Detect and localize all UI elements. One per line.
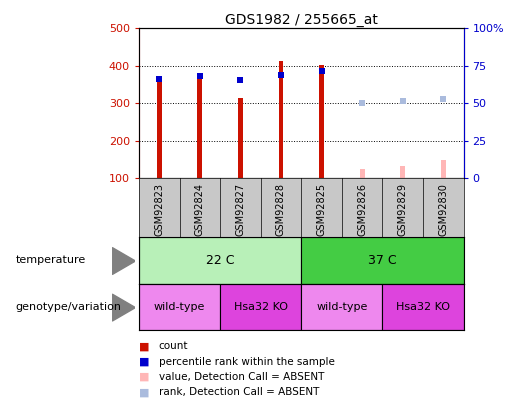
- Text: GSM92824: GSM92824: [195, 183, 205, 236]
- Text: wild-type: wild-type: [154, 302, 205, 312]
- Text: 22 C: 22 C: [206, 254, 234, 267]
- Bar: [382, 284, 464, 330]
- Text: GSM92828: GSM92828: [276, 183, 286, 236]
- Text: GSM92825: GSM92825: [317, 183, 327, 236]
- Bar: [400, 166, 405, 178]
- Bar: [139, 237, 301, 284]
- Text: GSM92827: GSM92827: [235, 183, 246, 236]
- Text: ■: ■: [139, 388, 149, 397]
- Text: 37 C: 37 C: [368, 254, 397, 267]
- Polygon shape: [112, 294, 135, 321]
- Text: GSM92829: GSM92829: [398, 183, 408, 236]
- Bar: [359, 169, 365, 178]
- Bar: [279, 61, 283, 178]
- Text: Hsa32 KO: Hsa32 KO: [234, 302, 288, 312]
- Text: ■: ■: [139, 341, 149, 351]
- Bar: [301, 284, 382, 330]
- Bar: [157, 82, 162, 178]
- Bar: [319, 65, 324, 178]
- Text: ■: ■: [139, 357, 149, 367]
- Bar: [301, 237, 464, 284]
- Text: count: count: [159, 341, 188, 351]
- Bar: [220, 284, 301, 330]
- Bar: [139, 284, 220, 330]
- Text: GSM92823: GSM92823: [154, 183, 164, 236]
- Text: GSM92826: GSM92826: [357, 183, 367, 236]
- Bar: [441, 160, 445, 178]
- Text: temperature: temperature: [15, 256, 85, 265]
- Text: value, Detection Call = ABSENT: value, Detection Call = ABSENT: [159, 372, 324, 382]
- Bar: [238, 98, 243, 178]
- Text: wild-type: wild-type: [316, 302, 368, 312]
- Text: percentile rank within the sample: percentile rank within the sample: [159, 357, 335, 367]
- Text: ■: ■: [139, 372, 149, 382]
- Title: GDS1982 / 255665_at: GDS1982 / 255665_at: [225, 13, 377, 27]
- Polygon shape: [112, 247, 135, 275]
- Bar: [197, 77, 202, 178]
- Text: Hsa32 KO: Hsa32 KO: [396, 302, 450, 312]
- Text: rank, Detection Call = ABSENT: rank, Detection Call = ABSENT: [159, 388, 319, 397]
- Text: GSM92830: GSM92830: [438, 183, 448, 236]
- Text: genotype/variation: genotype/variation: [15, 302, 122, 312]
